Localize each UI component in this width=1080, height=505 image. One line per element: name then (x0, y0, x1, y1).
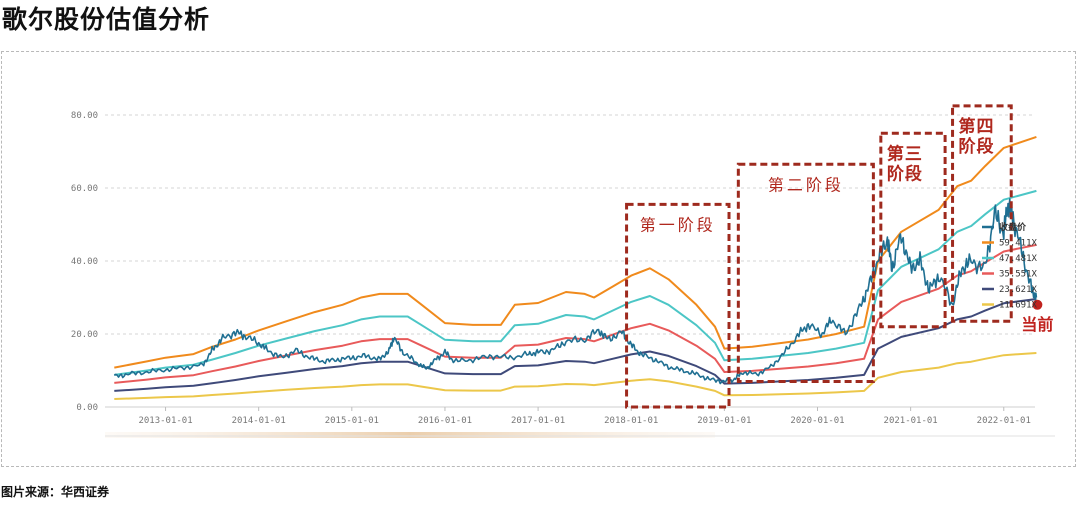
current-point-label: 当前 (1021, 315, 1053, 334)
x-tick-label: 2017-01-01 (511, 416, 565, 426)
x-tick-label: 2018-01-01 (604, 416, 658, 426)
x-tick-label: 2022-01-01 (977, 416, 1031, 426)
legend-label: 47.481X (999, 254, 1038, 264)
stage-box (879, 131, 947, 329)
legend-label: 35.551X (999, 270, 1038, 280)
stage-box (951, 104, 1013, 323)
stage-label: 第一阶段 (640, 215, 716, 234)
x-tick-label: 2015-01-01 (325, 416, 379, 426)
image-source: 图片来源：华西证券 (1, 485, 110, 499)
y-tick-label: 0.00 (76, 403, 98, 413)
y-tick-label: 60.00 (71, 184, 98, 194)
valuation-chart: 80.00 60.00 40.00 20.00 0.00 2013-01-01 2014-0… (71, 104, 1055, 438)
axes: 80.00 60.00 40.00 20.00 0.00 2013-01-01 2014-0… (71, 111, 1055, 438)
legend-label: 11.691X (999, 301, 1038, 311)
legend: 收盘价 59.411X 47.481X 35.551X 23.621X 11.691X (982, 221, 1038, 311)
stage-label: 第三 (887, 143, 923, 164)
x-tick-label: 2016-01-01 (418, 416, 472, 426)
x-tick-label: 2019-01-01 (697, 416, 751, 426)
axis-decoration-band (105, 432, 715, 438)
stage-label: 第四 (959, 116, 995, 137)
x-tick-label: 2020-01-01 (790, 416, 844, 426)
stage-box (736, 162, 875, 383)
series-line (114, 298, 1037, 392)
y-tick-label: 20.00 (71, 330, 98, 340)
stage-label: 阶段 (887, 163, 923, 184)
legend-label: 23.621X (999, 285, 1038, 295)
y-tick-label: 40.00 (71, 257, 98, 267)
x-tick-label: 2013-01-01 (138, 416, 192, 426)
y-tick-label: 80.00 (71, 111, 98, 121)
x-tick-label: 2021-01-01 (884, 416, 938, 426)
current-point-marker (1032, 299, 1043, 310)
legend-label: 59.411X (999, 239, 1038, 249)
series-line (113, 198, 1038, 385)
stage-box (625, 202, 731, 409)
stage-label: 第二阶段 (768, 175, 844, 194)
legend-label: 收盘价 (999, 221, 1027, 233)
chart-frame (1, 51, 1076, 467)
page-title: 歌尔股份估值分析 (2, 5, 211, 34)
stage-label: 阶段 (959, 136, 995, 157)
x-tick-label: 2014-01-01 (232, 416, 286, 426)
series-line (114, 352, 1037, 400)
series-line (114, 189, 1037, 376)
